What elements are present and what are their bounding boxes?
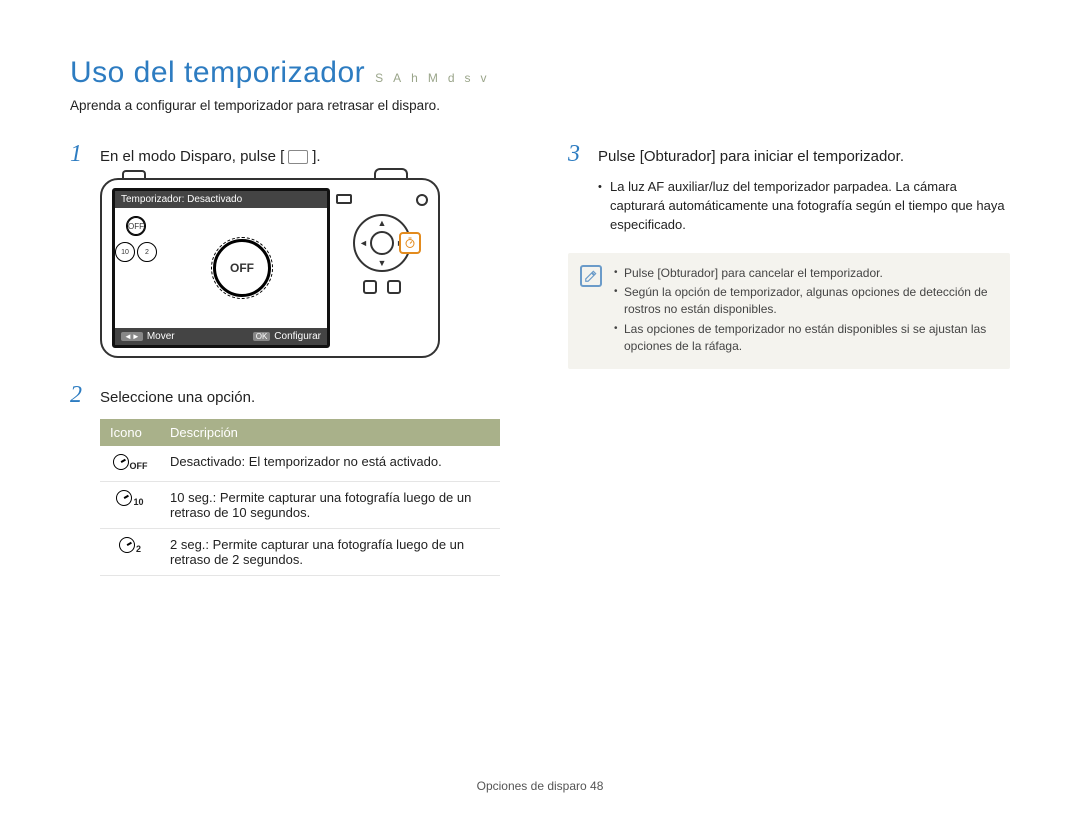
timer-off-mini-icon: OFF [126, 216, 146, 236]
screen-side-icons: OFF 10 2 [115, 208, 157, 328]
power-button-icon [416, 194, 428, 206]
mode-letter: h [411, 71, 418, 85]
step-text: Seleccione una opción. [100, 389, 255, 406]
note-box: Pulse [Obturador] para cancelar el tempo… [568, 253, 1010, 370]
title-row: Uso del temporizador S A h M d s v [70, 56, 1010, 90]
desc-cell: 10 seg.: Permite capturar una fotografía… [160, 482, 500, 529]
footer-right: OK Conﬁgurar [247, 328, 327, 345]
mode-letters: S A h M d s v [375, 71, 486, 85]
bullet-item: La luz AF auxiliar/luz del temporizador … [598, 178, 1010, 235]
move-key-icon: ◄► [121, 332, 143, 341]
dpad-center [370, 231, 394, 255]
icon-cell: OFF [100, 446, 160, 482]
mode-letter: d [448, 71, 455, 85]
timer-off-icon: OFF [113, 454, 148, 470]
timer-2-icon: 2 [119, 537, 141, 553]
desc-cell: 2 seg.: Permite capturar una fotografía … [160, 529, 500, 576]
right-column: 3 Pulse [Obturador] para iniciar el temp… [568, 141, 1010, 576]
screen-center: OFF [157, 208, 327, 328]
icon-sub: OFF [130, 461, 148, 471]
step-2: 2 Seleccione una opción. [70, 382, 512, 409]
playback-button-icon [363, 280, 377, 294]
note-list: Pulse [Obturador] para cancelar el tempo… [614, 265, 996, 358]
right-button-highlight [399, 232, 421, 254]
icon-sub: 10 [133, 497, 143, 507]
camera-controls: ▲ ▼ ◄ ► [336, 188, 428, 348]
camera-screen: Temporizador: Desactivado OFF 10 2 OFF [112, 188, 330, 348]
mode-letter: s [465, 71, 471, 85]
timer-off-big-icon: OFF [213, 239, 271, 297]
step-text: Pulse [Obturador] para iniciar el tempor… [598, 148, 904, 165]
camera-body: Temporizador: Desactivado OFF 10 2 OFF [100, 178, 440, 358]
table-row: 2 2 seg.: Permite capturar una fotografí… [100, 529, 500, 576]
mini-label: OFF [128, 222, 144, 231]
footer-left-label: Mover [147, 331, 175, 342]
table-row: OFF Desactivado: El temporizador no está… [100, 446, 500, 482]
step-text: En el modo Disparo, pulse []. [100, 148, 321, 165]
step-3: 3 Pulse [Obturador] para iniciar el temp… [568, 141, 1010, 168]
step-1: 1 En el modo Disparo, pulse []. [70, 141, 512, 168]
mode-letter: S [375, 71, 383, 85]
timer-icon [404, 237, 416, 249]
step-text-post: ]. [312, 148, 320, 165]
dpad-left-icon: ◄ [359, 238, 368, 248]
timer-2-mini-icon: 2 [137, 242, 157, 262]
mode-letter: M [428, 71, 438, 85]
dpad-up-icon: ▲ [378, 218, 387, 228]
col-icon: Icono [100, 419, 160, 446]
left-column: 1 En el modo Disparo, pulse []. Temporiz… [70, 141, 512, 576]
options-table: Icono Descripción OFF Desactivado: El te… [100, 419, 500, 576]
zoom-bar-icon [336, 194, 352, 204]
timer-10-icon: 10 [116, 490, 143, 506]
step-number: 1 [70, 141, 90, 168]
note-item: Pulse [Obturador] para cancelar el tempo… [614, 265, 996, 282]
step-text-pre: En el modo Disparo, pulse [ [100, 148, 284, 165]
screen-header: Temporizador: Desactivado [115, 191, 327, 208]
intro-text: Aprenda a conﬁgurar el temporizador para… [70, 98, 1010, 113]
step-3-bullets: La luz AF auxiliar/luz del temporizador … [598, 178, 1010, 235]
page-footer: Opciones de disparo 48 [0, 779, 1080, 793]
dpad-down-icon: ▼ [378, 258, 387, 268]
page-title: Uso del temporizador [70, 56, 365, 90]
timer-10-mini-icon: 10 [115, 242, 135, 262]
footer-section: Opciones de disparo [477, 779, 587, 793]
camera-top-bump [122, 170, 146, 178]
desc-cell: Desactivado: El temporizador no está act… [160, 446, 500, 482]
icon-sub: 2 [136, 544, 141, 554]
icon-cell: 10 [100, 482, 160, 529]
bottom-controls [363, 280, 401, 294]
note-item: Las opciones de temporizador no están di… [614, 321, 996, 356]
dpad-wrap: ▲ ▼ ◄ ► [353, 214, 411, 272]
mode-letter: A [393, 71, 401, 85]
footer-right-label: Conﬁgurar [274, 331, 321, 342]
step-number: 3 [568, 141, 588, 168]
col-desc: Descripción [160, 419, 500, 446]
mode-letter: v [481, 71, 487, 85]
footer-left: ◄► Mover [115, 328, 247, 345]
footer-page: 48 [590, 779, 603, 793]
table-row: 10 10 seg.: Permite capturar una fotogra… [100, 482, 500, 529]
step-number: 2 [70, 382, 90, 409]
ok-key-icon: OK [253, 332, 271, 341]
icon-cell: 2 [100, 529, 160, 576]
note-item: Según la opción de temporizador, algunas… [614, 284, 996, 319]
fn-button-icon [387, 280, 401, 294]
note-icon [580, 265, 602, 287]
mini-label: 10 [121, 249, 129, 256]
screen-footer: ◄► Mover OK Conﬁgurar [115, 328, 327, 345]
screen-middle: OFF 10 2 OFF [115, 208, 327, 328]
pencil-icon [584, 269, 598, 283]
camera-illustration: Temporizador: Desactivado OFF 10 2 OFF [100, 178, 440, 358]
timer-button-icon [288, 150, 308, 164]
mini-label: 2 [145, 249, 149, 256]
camera-shutter-bump [374, 168, 408, 178]
